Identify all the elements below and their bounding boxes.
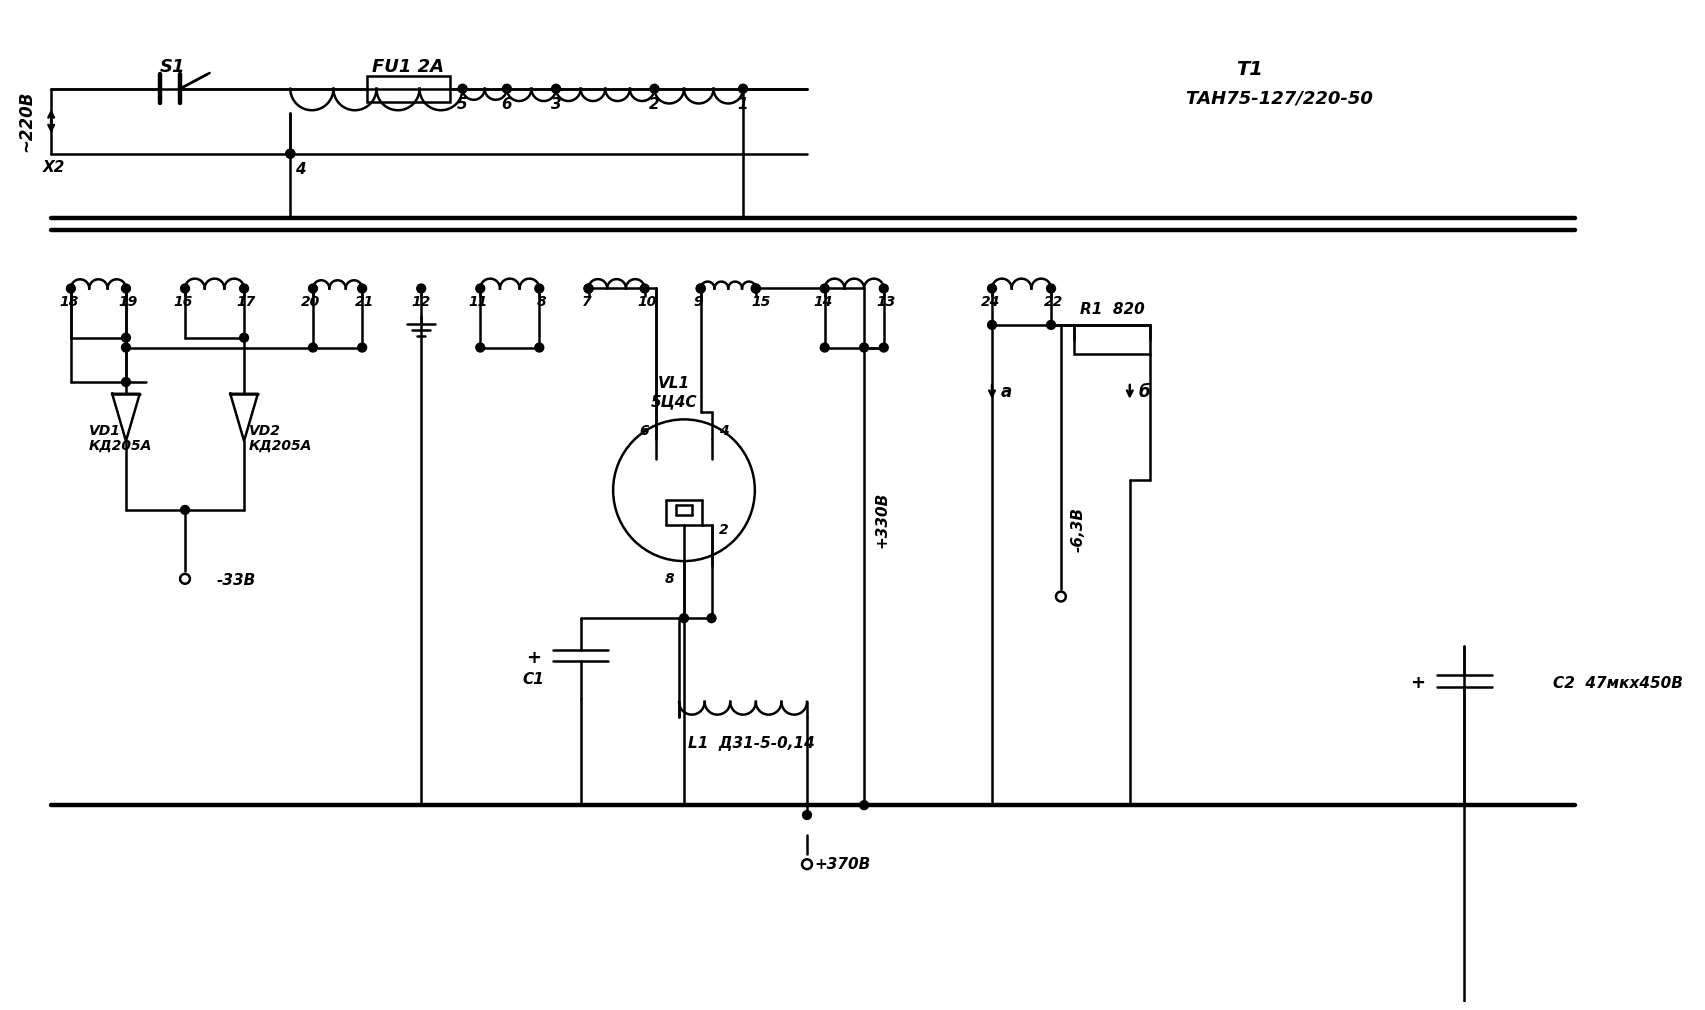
Circle shape	[820, 284, 829, 293]
Circle shape	[358, 343, 367, 351]
Text: ~220В: ~220В	[17, 91, 36, 152]
Circle shape	[239, 284, 249, 293]
Circle shape	[583, 284, 593, 293]
Text: 6: 6	[639, 424, 650, 438]
Circle shape	[416, 284, 425, 293]
Text: S1: S1	[159, 58, 184, 76]
Text: 12: 12	[411, 295, 431, 309]
Circle shape	[476, 343, 484, 351]
Text: 20: 20	[302, 295, 321, 309]
Text: C1: C1	[522, 672, 544, 687]
Text: 19: 19	[118, 295, 138, 309]
Circle shape	[121, 343, 130, 351]
Text: 15: 15	[750, 295, 771, 309]
Circle shape	[639, 284, 648, 293]
Text: 22: 22	[1043, 295, 1062, 309]
Circle shape	[801, 811, 812, 819]
Circle shape	[878, 343, 888, 351]
Circle shape	[358, 284, 367, 293]
Text: 3: 3	[551, 97, 561, 112]
Text: +: +	[1408, 674, 1424, 692]
Text: VD1: VD1	[89, 424, 121, 438]
Circle shape	[987, 284, 996, 293]
Text: +: +	[525, 648, 540, 667]
Circle shape	[859, 801, 868, 810]
Text: C2  47мкх450В: C2 47мкх450В	[1552, 676, 1681, 691]
Bar	[1072, 325, 1149, 355]
Circle shape	[286, 149, 295, 159]
Text: FU1 2A: FU1 2A	[372, 58, 445, 76]
Circle shape	[535, 284, 544, 293]
Text: 21: 21	[355, 295, 373, 309]
Circle shape	[121, 284, 130, 293]
Circle shape	[696, 284, 704, 293]
Circle shape	[121, 333, 130, 342]
Text: 24: 24	[980, 295, 999, 309]
Text: 5: 5	[457, 97, 467, 112]
Text: +370В: +370В	[815, 856, 871, 872]
Text: -6,3В: -6,3В	[1071, 507, 1086, 552]
Circle shape	[583, 284, 593, 293]
Circle shape	[706, 614, 716, 622]
Circle shape	[738, 84, 747, 93]
Circle shape	[551, 84, 561, 93]
Text: VL1: VL1	[658, 377, 691, 392]
Circle shape	[239, 333, 249, 342]
Circle shape	[820, 343, 829, 351]
Circle shape	[286, 149, 295, 159]
Text: VD2: VD2	[249, 424, 281, 438]
Circle shape	[476, 284, 484, 293]
Circle shape	[309, 343, 317, 351]
Text: 18: 18	[60, 295, 78, 309]
Text: 2: 2	[718, 522, 728, 536]
Text: 14: 14	[813, 295, 832, 309]
Circle shape	[679, 614, 689, 622]
Text: 4: 4	[718, 424, 728, 438]
Circle shape	[121, 378, 130, 387]
Text: 10: 10	[636, 295, 656, 309]
Circle shape	[535, 343, 544, 351]
Circle shape	[750, 284, 760, 293]
Circle shape	[859, 343, 868, 351]
Circle shape	[650, 84, 658, 93]
Text: +330В: +330В	[873, 492, 888, 547]
Circle shape	[696, 284, 704, 293]
Text: -33В: -33В	[217, 574, 256, 588]
Circle shape	[750, 284, 760, 293]
Text: КД205А: КД205А	[249, 439, 312, 452]
Text: КД205А: КД205А	[89, 439, 152, 452]
Circle shape	[987, 320, 996, 329]
Text: 8: 8	[535, 295, 546, 309]
Text: 2: 2	[650, 97, 660, 112]
Text: 5Ц4С: 5Ц4С	[650, 394, 697, 409]
Text: 17: 17	[237, 295, 256, 309]
Circle shape	[501, 84, 512, 93]
Text: L1  Д31-5-0,14: L1 Д31-5-0,14	[687, 735, 813, 750]
Text: R1  820: R1 820	[1079, 302, 1144, 317]
Circle shape	[878, 284, 888, 293]
Text: 16: 16	[174, 295, 193, 309]
Text: 1: 1	[737, 97, 748, 112]
Circle shape	[1047, 284, 1055, 293]
Circle shape	[181, 284, 189, 293]
Circle shape	[309, 284, 317, 293]
Text: 7: 7	[581, 295, 592, 309]
Text: 6: 6	[501, 97, 512, 112]
Circle shape	[66, 284, 75, 293]
Text: X2: X2	[43, 160, 65, 175]
Text: ТАН75-127/220-50: ТАН75-127/220-50	[1185, 90, 1373, 107]
Text: 4: 4	[295, 162, 305, 177]
Circle shape	[181, 505, 189, 514]
Text: а: а	[1001, 383, 1011, 401]
Circle shape	[1047, 320, 1055, 329]
Text: б: б	[1137, 383, 1149, 401]
Text: 13: 13	[876, 295, 895, 309]
Circle shape	[459, 84, 467, 93]
Text: 9: 9	[694, 295, 702, 309]
Text: 11: 11	[469, 295, 488, 309]
Text: 8: 8	[663, 572, 673, 586]
Text: T1: T1	[1236, 60, 1263, 79]
Bar	[367, 76, 450, 101]
